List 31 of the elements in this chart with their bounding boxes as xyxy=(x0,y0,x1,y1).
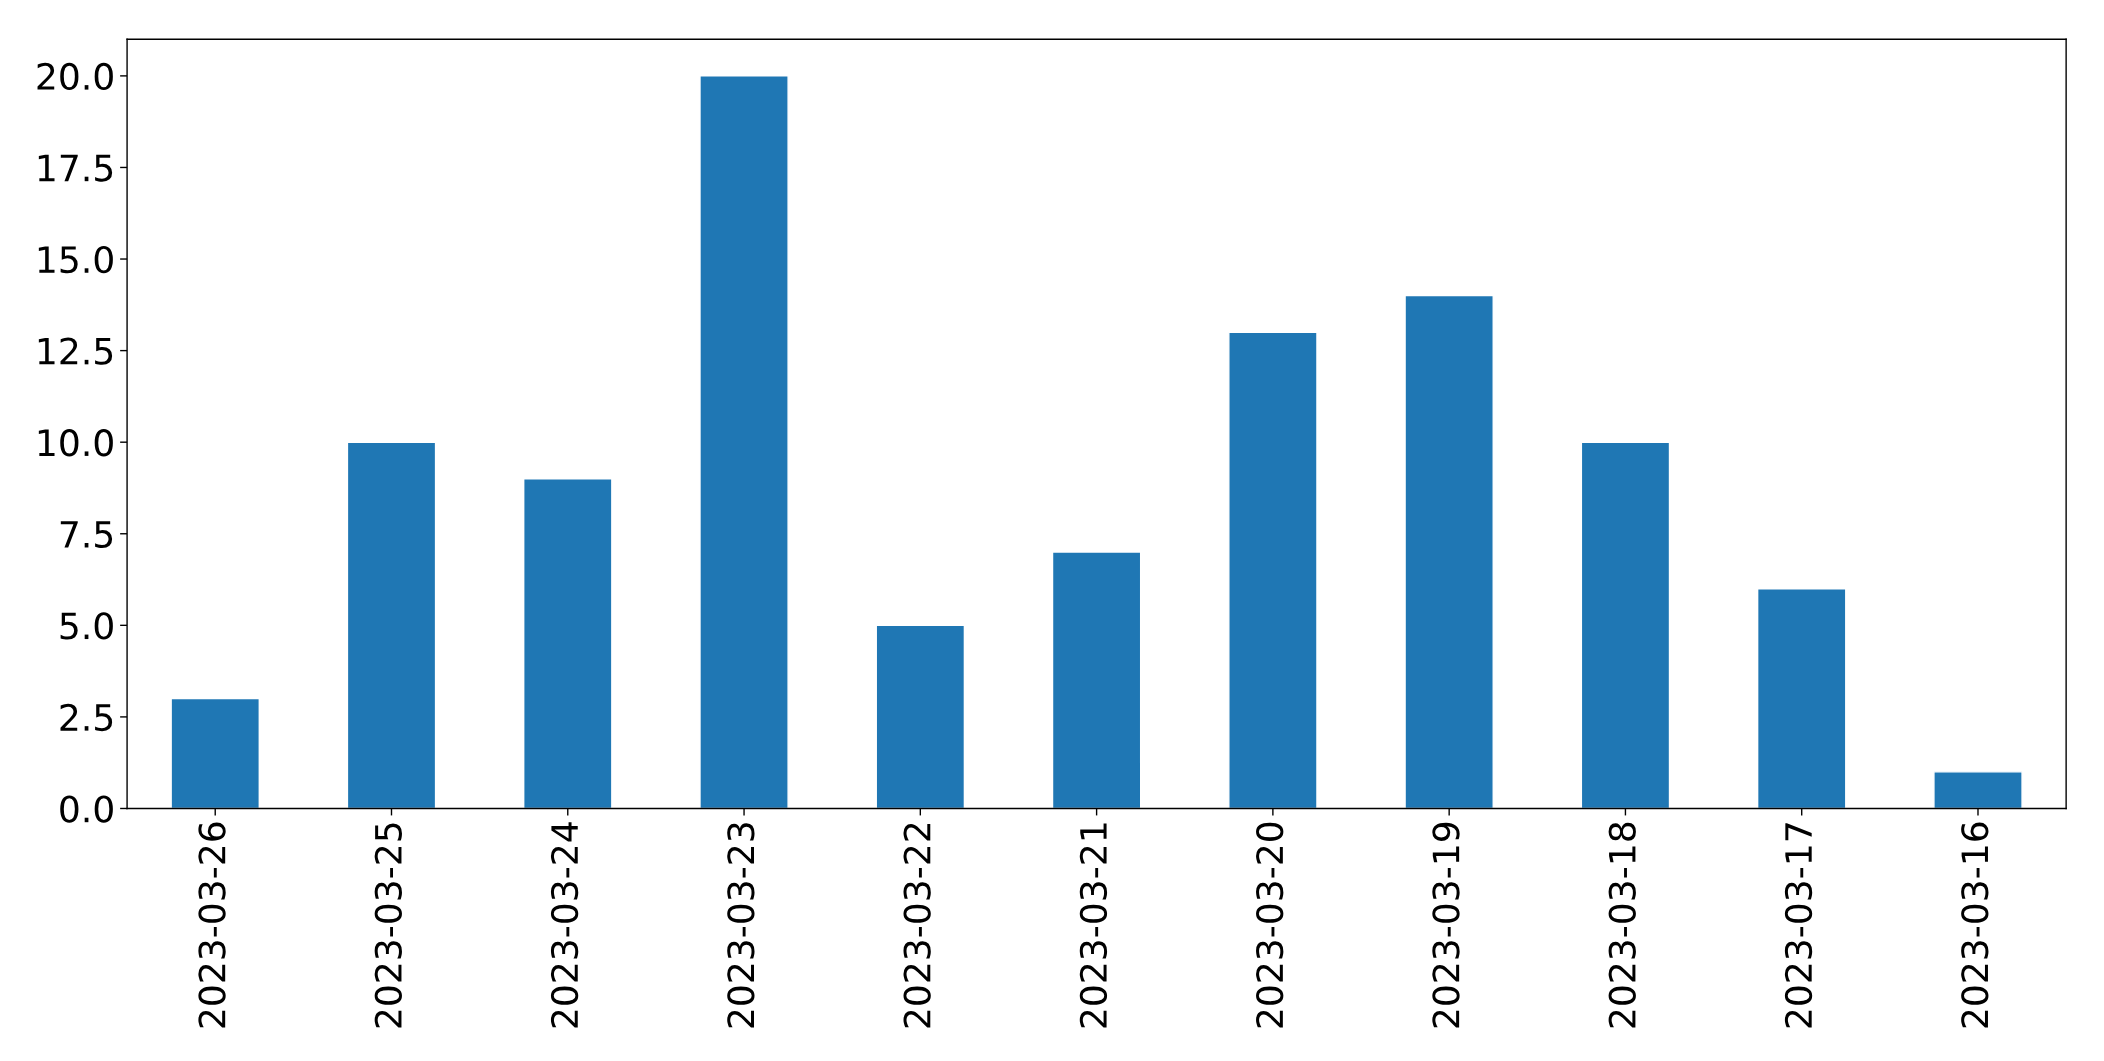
bar xyxy=(1051,551,1142,809)
bar xyxy=(699,75,789,809)
bar xyxy=(1404,294,1494,809)
bar xyxy=(1228,331,1318,809)
y-tick-label: 20.0 xyxy=(37,62,113,91)
y-tick-label: 10.0 xyxy=(38,429,113,457)
x-tick-label: 2023-03-25 xyxy=(374,823,402,1028)
x-tick-label: 2023-03-16 xyxy=(1961,822,1989,1028)
y-tick-label: 15.0 xyxy=(38,245,113,274)
x-tick-label: 2023-03-21 xyxy=(1079,823,1108,1028)
x-tick-label: 2023-03-24 xyxy=(550,822,579,1028)
y-tick-label: 17.5 xyxy=(38,154,113,182)
y-tick-label: 2.5 xyxy=(60,703,113,732)
bar xyxy=(1580,441,1671,809)
bar xyxy=(1933,771,2023,809)
y-tick-label: 0.0 xyxy=(60,795,113,823)
bar xyxy=(1756,588,1847,809)
y-tick-label: 12.5 xyxy=(38,337,113,365)
x-tick-label: 2023-03-17 xyxy=(1784,823,1813,1028)
y-tick-label: 7.5 xyxy=(60,521,113,548)
x-tick-label: 2023-03-18 xyxy=(1608,822,1636,1028)
bar xyxy=(875,624,966,809)
x-tick-label: 2023-03-19 xyxy=(1432,822,1460,1028)
x-tick-label: 2023-03-23 xyxy=(727,823,755,1028)
x-tick-label: 2023-03-26 xyxy=(198,822,226,1028)
bar xyxy=(346,441,437,809)
bar xyxy=(170,697,260,809)
bar xyxy=(523,478,613,809)
x-tick-label: 2023-03-22 xyxy=(903,823,931,1028)
y-tick-label: 5.0 xyxy=(60,612,113,640)
x-tick-label: 2023-03-20 xyxy=(1256,822,1284,1028)
